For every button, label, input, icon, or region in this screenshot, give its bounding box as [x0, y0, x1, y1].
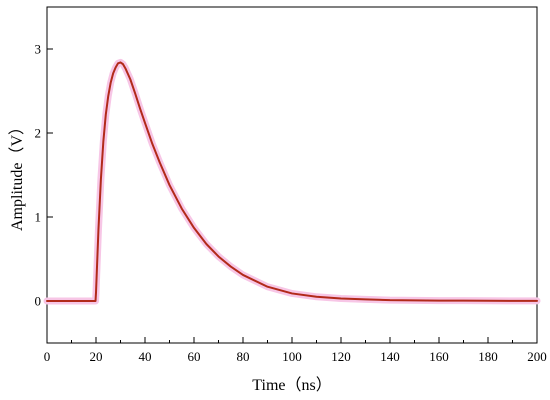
- x-tick-label: 60: [188, 349, 201, 364]
- x-tick-label: 140: [380, 349, 400, 364]
- x-tick-label: 0: [44, 349, 51, 364]
- series-line: [46, 61, 538, 302]
- y-tick-label: 2: [35, 126, 42, 141]
- y-axis: 0 1 2 3: [35, 42, 53, 309]
- x-tick-label: 160: [429, 349, 449, 364]
- x-tick-label: 20: [90, 349, 103, 364]
- x-axis-title: Time（ns）: [252, 376, 331, 394]
- x-tick-label: 180: [478, 349, 498, 364]
- x-tick-label: 120: [331, 349, 351, 364]
- x-tick-label: 40: [139, 349, 152, 364]
- y-tick-label: 1: [35, 210, 42, 225]
- series-highlight: [43, 58, 541, 305]
- y-tick-label: 0: [35, 294, 42, 309]
- x-axis: 0 20 40 60 80 100 120 140 160 180 200: [44, 337, 547, 364]
- x-tick-label: 200: [527, 349, 547, 364]
- x-tick-label: 80: [237, 349, 250, 364]
- x-tick-label: 100: [282, 349, 302, 364]
- y-tick-label: 3: [35, 42, 42, 57]
- y-axis-title: Amplitude（V）: [8, 119, 26, 231]
